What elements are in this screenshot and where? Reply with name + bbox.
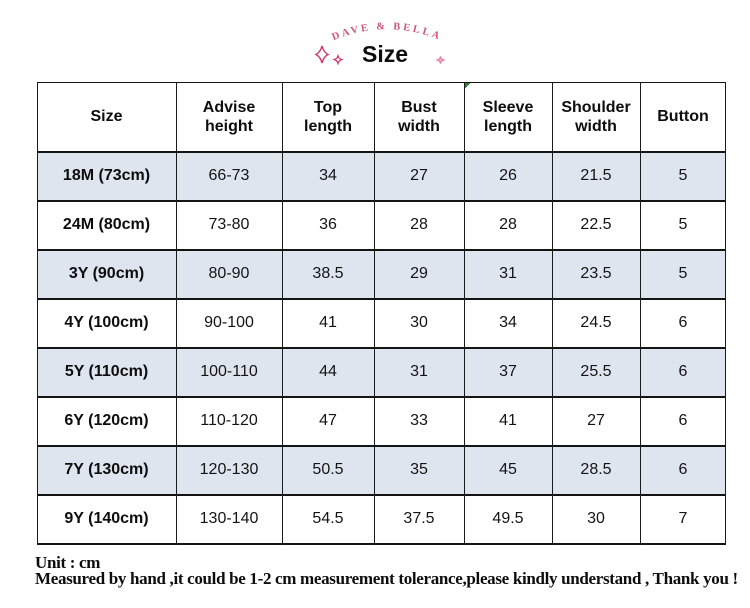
svg-text:DAVE & BELLA: DAVE & BELLA	[330, 21, 443, 43]
